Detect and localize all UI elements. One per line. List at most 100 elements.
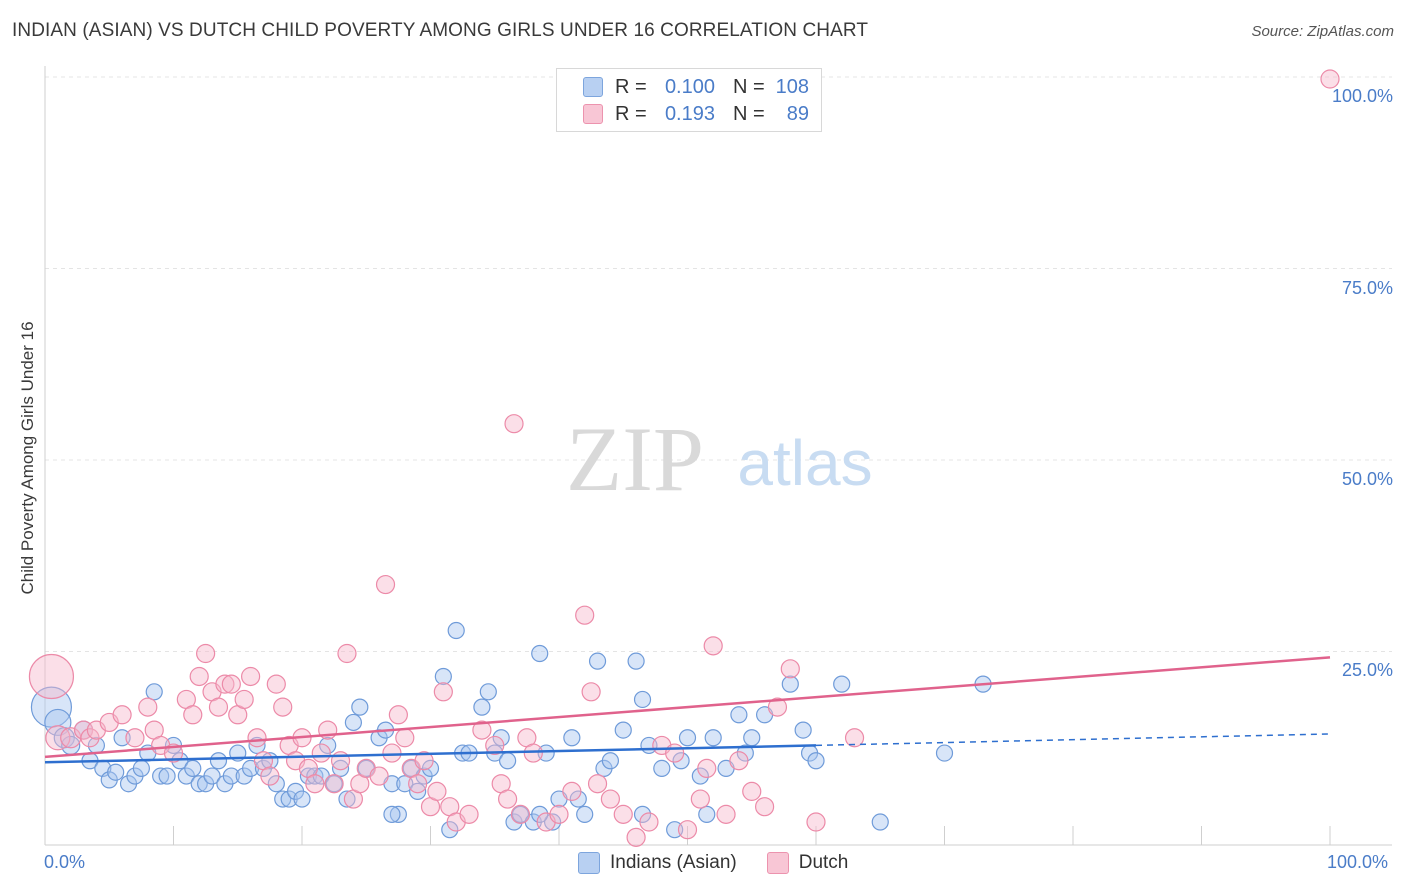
legend-row-indians: R = 0.100 N = 108 [583, 75, 809, 99]
data-point-dutch [234, 689, 254, 710]
data-point-dutch [716, 804, 736, 824]
data-point-dutch [375, 574, 396, 595]
data-point-indians [672, 752, 690, 770]
data-point-indians [107, 763, 125, 781]
data-point-indians [344, 713, 362, 732]
data-point-dutch [754, 797, 775, 817]
data-point-indians [409, 782, 427, 800]
y-tick-label: 50.0% [1341, 469, 1393, 489]
data-point-indians [588, 652, 607, 670]
data-point-indians [293, 790, 311, 808]
data-point-dutch [433, 682, 453, 702]
data-point-dutch [80, 728, 100, 748]
data-point-indians [203, 767, 221, 785]
data-point-indians [543, 813, 562, 831]
data-point-dutch [844, 728, 865, 748]
data-point-dutch [549, 804, 569, 824]
data-point-indians [479, 683, 497, 701]
data-point-dutch [311, 743, 331, 763]
y-tick-label: 25.0% [1341, 660, 1393, 680]
data-point-indians [781, 675, 799, 693]
data-point-indians [653, 759, 671, 778]
data-point-dutch [45, 725, 71, 751]
data-point-dutch [613, 804, 633, 824]
legend-n-label: N = [733, 102, 765, 125]
data-point-indians [871, 813, 889, 831]
data-point-dutch [697, 758, 717, 779]
trend-line-indians-extension [815, 733, 1331, 747]
data-point-indians [736, 744, 754, 762]
data-point-indians [447, 621, 465, 640]
legend-swatch-dutch [583, 104, 603, 124]
data-point-dutch [626, 827, 646, 847]
data-point-dutch [125, 728, 145, 748]
watermark: ZIP atlas [566, 408, 873, 510]
x-tick-label-max: 100.0% [1327, 852, 1389, 872]
data-point-indians [563, 729, 581, 747]
data-point-dutch [241, 666, 261, 687]
data-point-dutch [1320, 69, 1340, 89]
data-point-indians [209, 752, 228, 770]
legend-item-indians: Indians (Asian) [578, 852, 737, 874]
data-point-indians [511, 805, 530, 823]
data-point-dutch [742, 781, 762, 801]
chart-title: INDIAN (ASIAN) VS DUTCH CHILD POVERTY AM… [12, 20, 869, 41]
legend-n-value: 89 [786, 102, 809, 125]
data-point-dutch [260, 766, 280, 786]
data-point-dutch [28, 653, 75, 700]
data-point-indians [601, 752, 620, 770]
legend-n-label: N = [733, 75, 765, 98]
y-axis-label: Child Poverty Among Girls Under 16 [18, 321, 37, 595]
legend-item-dutch: Dutch [766, 852, 848, 874]
legend-row-dutch: R = 0.193 N = 89 [583, 102, 809, 126]
data-point-indians [678, 729, 697, 747]
data-point-indians [537, 744, 555, 762]
source-note: Source: ZipAtlas.com [1251, 23, 1394, 40]
data-point-dutch [388, 705, 408, 725]
data-point-dutch [806, 812, 826, 832]
data-point-indians [299, 767, 318, 785]
data-point-dutch [266, 674, 286, 694]
watermark-zip: ZIP [566, 408, 704, 510]
data-point-dutch [504, 414, 524, 434]
correlation-legend: R = 0.100 N = 108 R = 0.193 N = 89 [556, 68, 822, 132]
data-point-dutch [189, 666, 209, 687]
data-point-indians [807, 752, 825, 770]
data-point-dutch [523, 743, 543, 763]
data-point-indians [531, 805, 549, 823]
data-point-indians [158, 767, 176, 785]
data-point-dutch [581, 682, 601, 702]
data-point-dutch [196, 643, 216, 664]
data-point-dutch [221, 674, 241, 694]
data-point-indians [627, 652, 645, 670]
data-point-indians [132, 759, 150, 778]
data-point-indians [614, 721, 632, 739]
data-point-indians [576, 805, 594, 823]
data-point-indians [389, 805, 407, 823]
data-point-indians [421, 759, 440, 778]
data-point-indians [935, 744, 954, 762]
legend-n-value: 108 [775, 75, 809, 98]
data-point-dutch [459, 804, 479, 824]
data-point-dutch [498, 789, 518, 809]
data-point-dutch [408, 774, 428, 794]
watermark-atlas: atlas [737, 427, 872, 499]
data-point-dutch [690, 789, 710, 809]
data-point-dutch [703, 636, 723, 656]
data-point-indians [666, 821, 684, 839]
data-point-indians [794, 721, 812, 739]
data-point-indians [492, 729, 510, 747]
data-point-indians [473, 698, 491, 716]
legend-swatch-indians [578, 852, 600, 874]
data-point-dutch [395, 728, 415, 748]
data-point-dutch [163, 743, 184, 763]
data-point-indians [351, 698, 369, 716]
y-tick-label: 100.0% [1331, 86, 1393, 106]
legend-r-value: 0.193 [664, 102, 715, 125]
y-tick-label: 75.0% [1341, 278, 1393, 298]
data-point-dutch [247, 728, 267, 748]
data-point-dutch [183, 705, 203, 725]
data-point-indians [633, 805, 652, 823]
data-point-indians [704, 729, 722, 747]
trend-line-dutch [44, 656, 1331, 759]
